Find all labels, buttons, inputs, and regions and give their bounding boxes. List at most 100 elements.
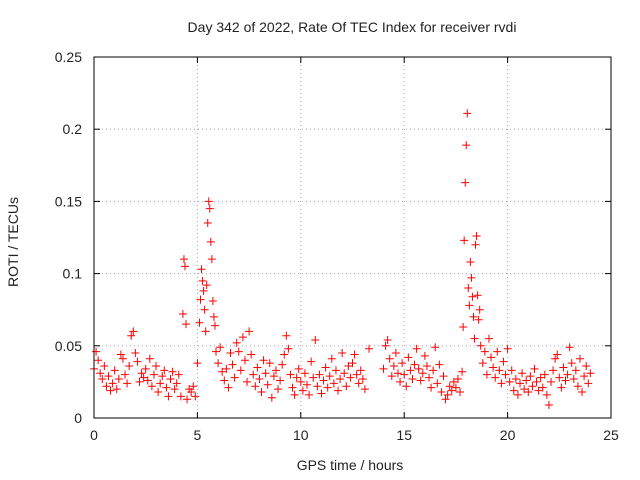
x-tick-label: 5: [194, 427, 202, 443]
data-point: [290, 390, 299, 399]
data-point: [584, 379, 593, 388]
data-point: [276, 376, 285, 385]
data-point: [501, 370, 510, 379]
y-tick-label: 0.05: [55, 338, 82, 354]
data-point: [164, 392, 173, 401]
data-point: [238, 333, 247, 342]
data-point: [205, 204, 214, 213]
data-point: [198, 276, 207, 285]
data-point: [197, 265, 206, 274]
data-point: [104, 372, 113, 381]
data-point: [414, 364, 423, 373]
data-point: [563, 370, 572, 379]
data-point: [352, 370, 361, 379]
data-point: [360, 385, 369, 394]
data-point: [389, 362, 398, 371]
data-point: [513, 390, 522, 399]
data-point: [408, 375, 417, 384]
data-point: [321, 363, 330, 372]
data-point: [365, 344, 374, 353]
data-point: [154, 388, 163, 397]
data-point: [334, 386, 343, 395]
data-point: [307, 357, 316, 366]
data-point: [435, 360, 444, 369]
data-point: [398, 359, 407, 368]
data-point: [206, 237, 215, 246]
data-point: [456, 388, 465, 397]
data-point: [193, 359, 202, 368]
data-point: [251, 382, 260, 391]
data-point: [518, 369, 527, 378]
data-point: [329, 379, 338, 388]
data-point: [269, 372, 278, 381]
data-point: [261, 369, 270, 378]
data-point: [499, 357, 508, 366]
data-point: [484, 334, 493, 343]
data-point: [127, 331, 136, 340]
data-point: [354, 379, 363, 388]
data-point: [96, 369, 105, 378]
data-point: [114, 375, 123, 384]
data-point: [300, 369, 309, 378]
data-point: [571, 366, 580, 375]
data-point: [540, 370, 549, 379]
data-point: [489, 363, 498, 372]
data-point: [143, 376, 152, 385]
data-point: [536, 373, 545, 382]
data-point: [259, 356, 268, 365]
data-point: [569, 375, 578, 384]
grid: [94, 57, 611, 418]
y-tick-label: 0: [74, 410, 82, 426]
data-point: [480, 347, 489, 356]
data-point: [265, 359, 274, 368]
data-point: [243, 377, 252, 386]
data-point: [214, 359, 223, 368]
data-point: [195, 318, 204, 327]
data-point: [547, 377, 556, 386]
data-point: [110, 366, 119, 375]
data-point: [578, 388, 587, 397]
data-point: [288, 383, 297, 392]
data-point: [224, 383, 233, 392]
data-point: [139, 373, 148, 382]
data-point: [346, 373, 355, 382]
data-point: [180, 262, 189, 271]
data-point: [575, 354, 584, 363]
data-point: [118, 354, 127, 363]
data-point: [400, 370, 409, 379]
data-point: [135, 377, 144, 386]
data-point: [551, 354, 560, 363]
data-point: [232, 338, 241, 347]
data-point: [94, 356, 103, 365]
data-point: [475, 305, 484, 314]
data-point: [416, 376, 425, 385]
data-point: [538, 383, 547, 392]
axis-ticks: 0 5 10 15 20 25 0 0.05 0.1 0.15 0.2 0.25: [55, 49, 619, 443]
data-point: [342, 382, 351, 391]
data-point: [203, 219, 212, 228]
data-point: [331, 366, 340, 375]
data-point: [447, 386, 456, 395]
data-point: [296, 377, 305, 386]
data-point: [158, 372, 167, 381]
data-point: [391, 349, 400, 358]
data-point: [178, 310, 187, 319]
data-point: [255, 375, 264, 384]
data-point: [553, 350, 562, 359]
data-point: [240, 356, 249, 365]
data-point: [100, 362, 109, 371]
data-point: [582, 362, 591, 371]
data-point: [131, 349, 140, 358]
data-point: [338, 349, 347, 358]
data-point: [348, 359, 357, 368]
data-point: [247, 350, 256, 359]
data-point: [393, 369, 402, 378]
data-point: [191, 392, 200, 401]
data-point: [278, 360, 287, 369]
x-tick-label: 10: [293, 427, 309, 443]
data-point: [462, 141, 471, 150]
data-point: [253, 363, 262, 372]
data-point: [137, 369, 146, 378]
data-point: [170, 385, 179, 394]
data-point: [460, 236, 469, 245]
